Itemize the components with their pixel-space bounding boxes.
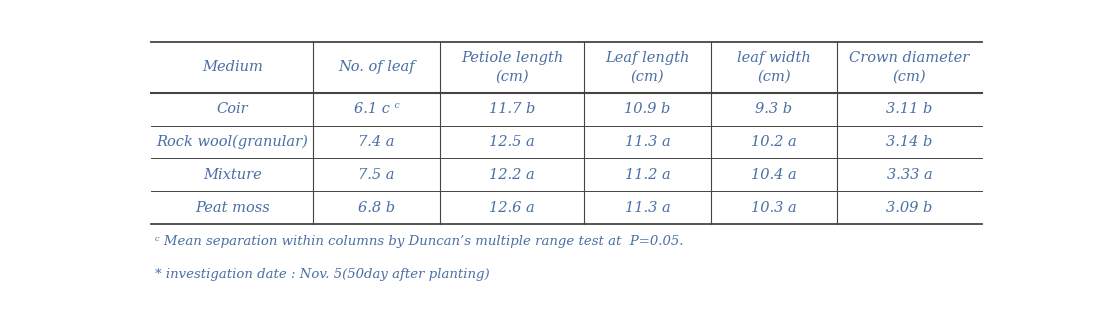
Text: ᶜ Mean separation within columns by Duncan’s multiple range test at  P=0.05.: ᶜ Mean separation within columns by Dunc…	[155, 235, 684, 248]
Text: 11.3 a: 11.3 a	[624, 135, 671, 149]
Text: 11.2 a: 11.2 a	[624, 168, 671, 182]
Text: Peat moss: Peat moss	[194, 201, 270, 215]
Text: 3.33 a: 3.33 a	[886, 168, 933, 182]
Text: 10.2 a: 10.2 a	[751, 135, 797, 149]
Text: Leaf length
(cm): Leaf length (cm)	[606, 51, 690, 83]
Text: 9.3 b: 9.3 b	[756, 102, 792, 116]
Text: Coir: Coir	[217, 102, 248, 116]
Text: Petiole length
(cm): Petiole length (cm)	[461, 51, 564, 83]
Text: 10.3 a: 10.3 a	[751, 201, 797, 215]
Text: Mixture: Mixture	[203, 168, 262, 182]
Text: 7.4 a: 7.4 a	[358, 135, 394, 149]
Text: leaf width
(cm): leaf width (cm)	[737, 51, 811, 83]
Text: 11.7 b: 11.7 b	[488, 102, 535, 116]
Text: 6.1 c ᶜ: 6.1 c ᶜ	[354, 102, 400, 116]
Text: 3.14 b: 3.14 b	[886, 135, 933, 149]
Text: * investigation date : Nov. 5(50day after planting): * investigation date : Nov. 5(50day afte…	[155, 268, 490, 281]
Text: No. of leaf: No. of leaf	[338, 60, 415, 74]
Text: Medium: Medium	[202, 60, 263, 74]
Text: 12.5 a: 12.5 a	[490, 135, 535, 149]
Text: 12.6 a: 12.6 a	[490, 201, 535, 215]
Text: 11.3 a: 11.3 a	[624, 201, 671, 215]
Text: 10.9 b: 10.9 b	[624, 102, 671, 116]
Text: 3.11 b: 3.11 b	[886, 102, 933, 116]
Text: Crown diameter
(cm): Crown diameter (cm)	[850, 51, 969, 83]
Text: Rock wool(granular): Rock wool(granular)	[156, 135, 308, 149]
Text: 12.2 a: 12.2 a	[490, 168, 535, 182]
Text: 7.5 a: 7.5 a	[358, 168, 394, 182]
Text: 3.09 b: 3.09 b	[886, 201, 933, 215]
Text: 6.8 b: 6.8 b	[358, 201, 396, 215]
Text: 10.4 a: 10.4 a	[751, 168, 797, 182]
